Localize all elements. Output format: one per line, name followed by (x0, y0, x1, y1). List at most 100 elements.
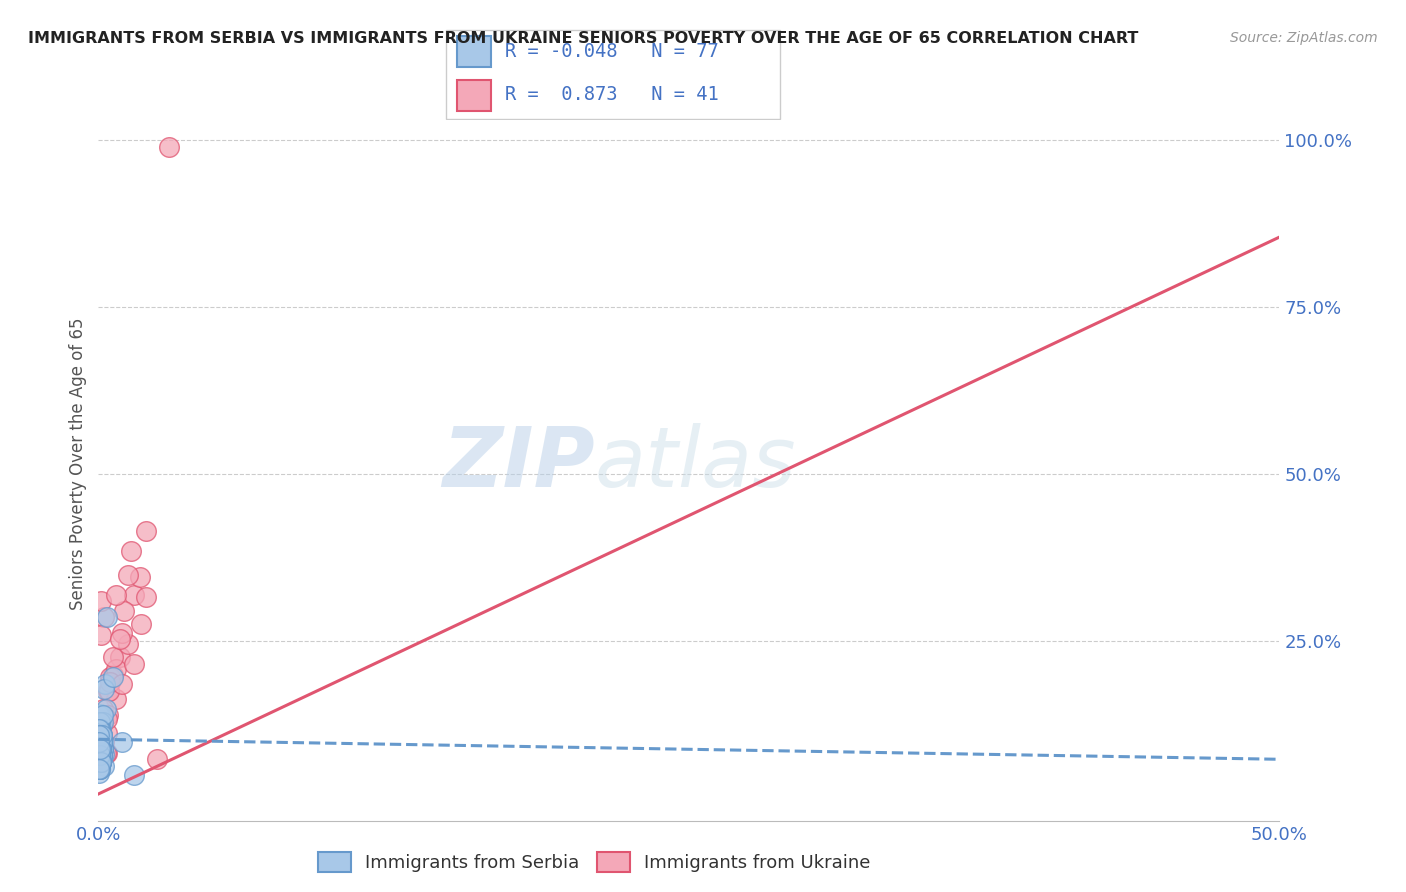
Point (108, 650, 131, 665)
Point (89, 741, 111, 756)
Point (89, 706, 111, 721)
Point (90, 755, 112, 769)
Point (91, 735, 114, 749)
Point (89, 762, 111, 776)
Text: IMMIGRANTS FROM SERBIA VS IMMIGRANTS FROM UKRAINE SENIORS POVERTY OVER THE AGE O: IMMIGRANTS FROM SERBIA VS IMMIGRANTS FRO… (28, 31, 1139, 46)
Point (90, 741, 112, 756)
Point (91, 735, 114, 749)
Point (96, 746, 118, 760)
Point (91, 741, 114, 756)
Point (89, 752, 111, 766)
Point (91, 752, 114, 766)
Point (89, 722, 111, 736)
Point (90, 722, 112, 736)
Point (101, 670, 124, 684)
Point (135, 524, 157, 538)
Point (91, 719, 114, 733)
Point (90, 735, 112, 749)
Point (98, 670, 121, 684)
Point (129, 616, 152, 631)
Point (111, 677, 134, 691)
Point (89, 755, 111, 769)
Point (90, 746, 112, 760)
Point (111, 625, 134, 640)
Point (89, 748, 111, 763)
Point (91, 731, 114, 745)
Point (121, 543, 143, 558)
Point (91, 708, 114, 723)
Point (89, 741, 111, 756)
Point (91, 748, 114, 763)
Point (105, 588, 128, 602)
Point (90, 741, 112, 756)
Text: Source: ZipAtlas.com: Source: ZipAtlas.com (1230, 31, 1378, 45)
Point (89, 735, 111, 749)
Point (111, 735, 134, 749)
Point (90, 755, 112, 769)
Point (122, 588, 145, 602)
Point (91, 701, 114, 715)
Point (89, 728, 111, 742)
Point (90, 593, 112, 607)
Point (93, 681, 115, 696)
Point (97, 708, 120, 723)
Point (90, 748, 112, 763)
Point (89, 714, 111, 729)
Point (91, 735, 114, 749)
Point (122, 657, 145, 671)
Point (91, 728, 114, 742)
Point (112, 603, 135, 617)
Point (91, 748, 114, 763)
Point (89, 762, 111, 776)
Point (91, 746, 114, 760)
Point (89, 762, 111, 776)
Point (91, 741, 114, 756)
Point (89, 748, 111, 763)
Point (108, 632, 131, 647)
Point (87, 748, 110, 763)
Point (89, 723, 111, 738)
Point (89, 722, 111, 736)
Point (101, 668, 124, 682)
Point (90, 755, 112, 769)
Point (93, 759, 115, 773)
Point (146, 752, 169, 766)
Point (157, 140, 180, 154)
Point (94, 677, 117, 691)
Point (94, 701, 117, 715)
Point (105, 692, 128, 706)
Point (89, 728, 111, 742)
Point (90, 755, 112, 769)
Point (90, 755, 112, 769)
Point (89, 735, 111, 749)
Point (98, 683, 121, 698)
Point (101, 650, 124, 665)
Point (89, 748, 111, 763)
Point (89, 748, 111, 763)
Point (89, 735, 111, 749)
Point (91, 712, 114, 726)
Text: R = -0.048   N = 77: R = -0.048 N = 77 (505, 42, 718, 61)
Point (87, 722, 110, 736)
Point (89, 755, 111, 769)
Point (87, 728, 110, 742)
Point (89, 765, 111, 780)
Text: ZIP: ZIP (441, 424, 595, 504)
Point (93, 714, 115, 729)
Legend: Immigrants from Serbia, Immigrants from Ukraine: Immigrants from Serbia, Immigrants from … (311, 845, 877, 880)
Point (135, 591, 157, 605)
Point (87, 755, 110, 769)
Point (91, 728, 114, 742)
Point (97, 683, 120, 698)
Point (128, 570, 150, 584)
Point (89, 728, 111, 742)
Point (89, 741, 111, 756)
Point (89, 722, 111, 736)
Point (89, 748, 111, 763)
Point (117, 637, 139, 651)
Point (98, 674, 121, 689)
Point (93, 610, 115, 624)
Point (90, 735, 112, 749)
Point (89, 740, 111, 755)
Point (105, 662, 128, 676)
